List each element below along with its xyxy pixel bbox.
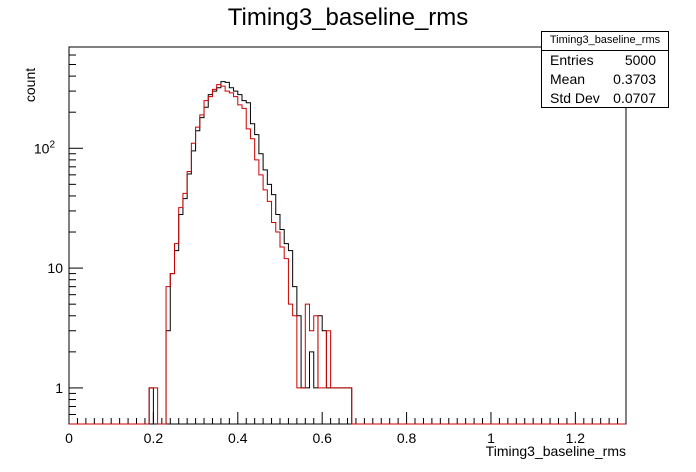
- stats-row-stddev: Std Dev 0.0707: [542, 89, 668, 108]
- y-axis-ticks: [69, 46, 83, 425]
- x-tick-label: 0.8: [397, 430, 417, 446]
- stats-title: Timing3_baseline_rms: [542, 32, 668, 51]
- stats-label: Entries: [550, 52, 594, 68]
- y-tick-label: 1: [55, 380, 63, 396]
- x-axis-ticks: [68, 412, 619, 424]
- x-tick-label: 1.2: [566, 430, 586, 446]
- stats-label: Std Dev: [550, 90, 600, 106]
- histogram-series-red: [69, 84, 626, 425]
- stats-value: 0.3703: [613, 71, 656, 87]
- stats-value: 5000: [624, 52, 656, 68]
- chart-title: Timing3_baseline_rms: [228, 4, 469, 31]
- histogram-series: [69, 81, 626, 425]
- stats-value: 0.0707: [613, 90, 656, 106]
- stats-row-entries: Entries 5000: [542, 51, 668, 70]
- x-tick-label: 1: [487, 430, 495, 446]
- stats-box: Timing3_baseline_rms Entries 5000 Mean 0…: [541, 31, 669, 108]
- y-axis-label: count: [22, 68, 38, 102]
- y-tick-label: 10: [47, 260, 63, 276]
- x-tick-label: 0.6: [312, 430, 332, 446]
- stats-row-mean: Mean 0.3703: [542, 70, 668, 89]
- x-tick-label: 0.2: [144, 430, 164, 446]
- stats-label: Mean: [550, 71, 586, 87]
- histogram-series-black: [69, 81, 626, 425]
- y-tick-label: 102: [34, 139, 56, 156]
- x-axis-label: Timing3_baseline_rms: [486, 443, 626, 459]
- x-tick-label: 0: [65, 430, 73, 446]
- y-axis-tick-labels: 1 10 102: [34, 139, 63, 396]
- x-tick-label: 0.4: [228, 430, 248, 446]
- x-axis-tick-labels: 0 0.2 0.4 0.6 0.8 1 1.2: [65, 430, 585, 446]
